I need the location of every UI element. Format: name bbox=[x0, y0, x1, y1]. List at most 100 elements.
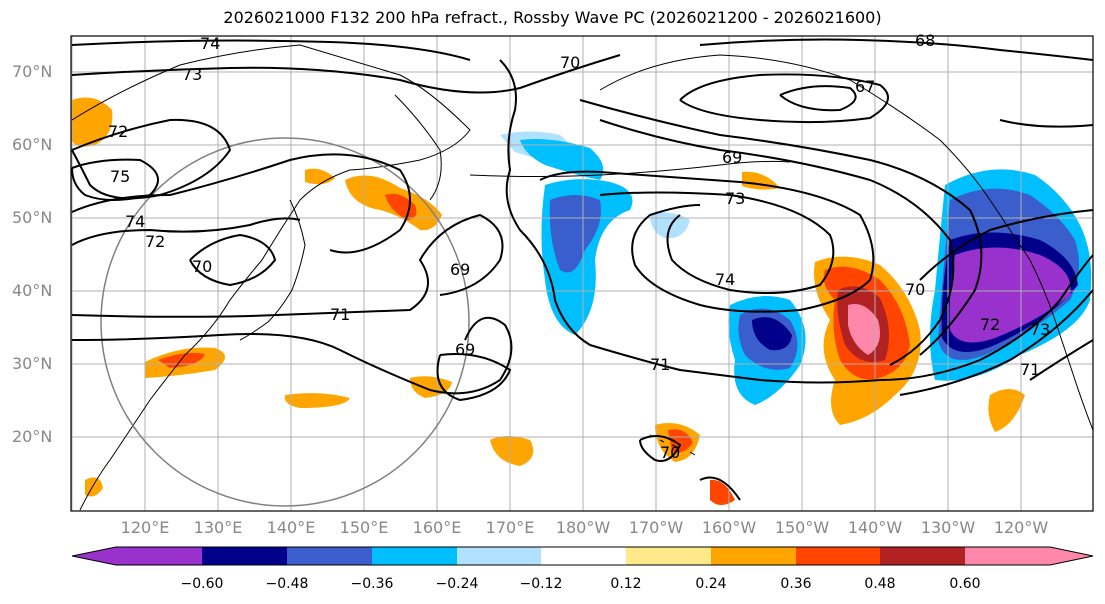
contour-line bbox=[599, 191, 835, 295]
colorbar-segment bbox=[287, 547, 372, 565]
lon-label: 120°W bbox=[993, 518, 1049, 537]
contour-label: 69 bbox=[450, 260, 470, 279]
lat-label: 40°N bbox=[12, 281, 53, 300]
lon-label: 140°W bbox=[847, 518, 903, 537]
coastline-asia bbox=[71, 44, 471, 511]
contour-line bbox=[599, 119, 955, 366]
coastline-na-west bbox=[989, 199, 1094, 431]
shade-navy bbox=[752, 317, 792, 351]
coastlines bbox=[71, 44, 1094, 511]
colorbar-tick-label: −0.60 bbox=[180, 576, 224, 592]
colorbar-tick-label: 0.48 bbox=[864, 576, 896, 592]
contour-line bbox=[189, 233, 277, 287]
lon-label: 130°E bbox=[193, 518, 243, 537]
colorbar-tick-label: −0.24 bbox=[435, 576, 479, 592]
contour-line bbox=[71, 217, 301, 246]
colorbar-tick-label: −0.12 bbox=[519, 576, 563, 592]
contour-label: 71 bbox=[330, 305, 350, 324]
lon-label: 160°W bbox=[701, 518, 757, 537]
colorbar-segment bbox=[965, 547, 1093, 565]
contour-line bbox=[499, 59, 881, 384]
colorbar-segment bbox=[457, 547, 541, 565]
colorbar-segment bbox=[796, 547, 880, 565]
contour-label: 69 bbox=[722, 148, 742, 167]
contour-line bbox=[71, 54, 621, 94]
coastline-aleutians bbox=[469, 160, 791, 177]
contour-line bbox=[879, 254, 1094, 381]
lat-label: 50°N bbox=[12, 208, 53, 227]
contour-label: 71 bbox=[650, 355, 670, 374]
contour-line bbox=[579, 99, 983, 356]
contour-label: 70 bbox=[905, 280, 925, 299]
lat-label: 60°N bbox=[12, 135, 53, 154]
colorbar-tick-label: −0.36 bbox=[350, 576, 394, 592]
colorbar-tick-label: 0.60 bbox=[949, 576, 981, 592]
shade-orange bbox=[305, 168, 335, 185]
contour-line bbox=[539, 170, 875, 313]
contour-label-layer: 74 73 72 75 74 72 70 71 69 69 70 69 73 7… bbox=[108, 31, 1050, 462]
contour-label: 70 bbox=[560, 53, 580, 72]
colorbar-segment bbox=[711, 547, 796, 565]
contour-label: 75 bbox=[110, 167, 130, 186]
contour-line bbox=[699, 38, 1094, 61]
shade-orange bbox=[72, 97, 113, 147]
contour-line bbox=[779, 85, 857, 112]
shading-layer bbox=[72, 97, 1092, 505]
lon-label: 170°E bbox=[485, 518, 535, 537]
shade-orange bbox=[410, 376, 452, 398]
contour-line bbox=[71, 118, 232, 200]
colorbar-tick-label: 0.12 bbox=[610, 576, 642, 592]
shade-pink bbox=[848, 304, 881, 355]
reference-circle bbox=[100, 137, 470, 507]
colorbar-outline bbox=[71, 546, 1094, 566]
lat-label: 30°N bbox=[12, 354, 53, 373]
shade-red bbox=[668, 429, 693, 453]
height-contours bbox=[71, 38, 1094, 501]
colorbar bbox=[71, 546, 1094, 566]
contour-label: 74 bbox=[200, 34, 220, 53]
contour-label: 68 bbox=[915, 31, 935, 50]
colorbar-segment bbox=[880, 547, 965, 565]
contour-label: 73 bbox=[725, 189, 745, 208]
lon-label: 170°W bbox=[628, 518, 684, 537]
shade-orange bbox=[710, 479, 735, 505]
contour-label: 72 bbox=[108, 122, 128, 141]
colorbar-tick-label: 0.36 bbox=[780, 576, 812, 592]
contour-label: 69 bbox=[455, 340, 475, 359]
contour-label: 67 bbox=[855, 77, 875, 96]
contour-label: 74 bbox=[125, 212, 145, 231]
contour-line bbox=[71, 316, 513, 395]
lat-label: 20°N bbox=[12, 427, 53, 446]
shade-blue bbox=[549, 195, 601, 273]
contour-label: 72 bbox=[980, 315, 1000, 334]
contour-line bbox=[699, 476, 741, 501]
shade-orange bbox=[988, 389, 1025, 432]
coastline-kamchatka bbox=[394, 94, 442, 201]
colorbar-segment bbox=[626, 547, 711, 565]
coastline-alaska bbox=[599, 54, 991, 201]
colorbar-segment bbox=[541, 547, 626, 565]
shade-orange bbox=[85, 477, 103, 497]
contour-line bbox=[1029, 339, 1094, 381]
gridlines bbox=[71, 36, 1093, 511]
lon-label: 150°E bbox=[339, 518, 389, 537]
contour-label: 70 bbox=[192, 257, 212, 276]
colorbar-segment bbox=[202, 547, 287, 565]
colorbar-tick-label: 0.24 bbox=[695, 576, 727, 592]
shade-orange bbox=[490, 436, 534, 466]
contour-line bbox=[436, 353, 512, 402]
contour-line bbox=[919, 209, 1094, 281]
contour-line bbox=[639, 435, 682, 462]
lon-label: 160°E bbox=[412, 518, 462, 537]
contour-label: 71 bbox=[1020, 360, 1040, 379]
colorbar-tick-label: −0.48 bbox=[265, 576, 309, 592]
colorbar-segment bbox=[72, 547, 202, 565]
lon-label: 180°W bbox=[555, 518, 611, 537]
lon-label: 140°E bbox=[266, 518, 316, 537]
contour-line bbox=[71, 213, 504, 318]
contour-line bbox=[899, 289, 1094, 396]
contour-label: 70 bbox=[660, 443, 680, 462]
contour-line bbox=[71, 153, 411, 254]
contour-label: 72 bbox=[145, 232, 165, 251]
